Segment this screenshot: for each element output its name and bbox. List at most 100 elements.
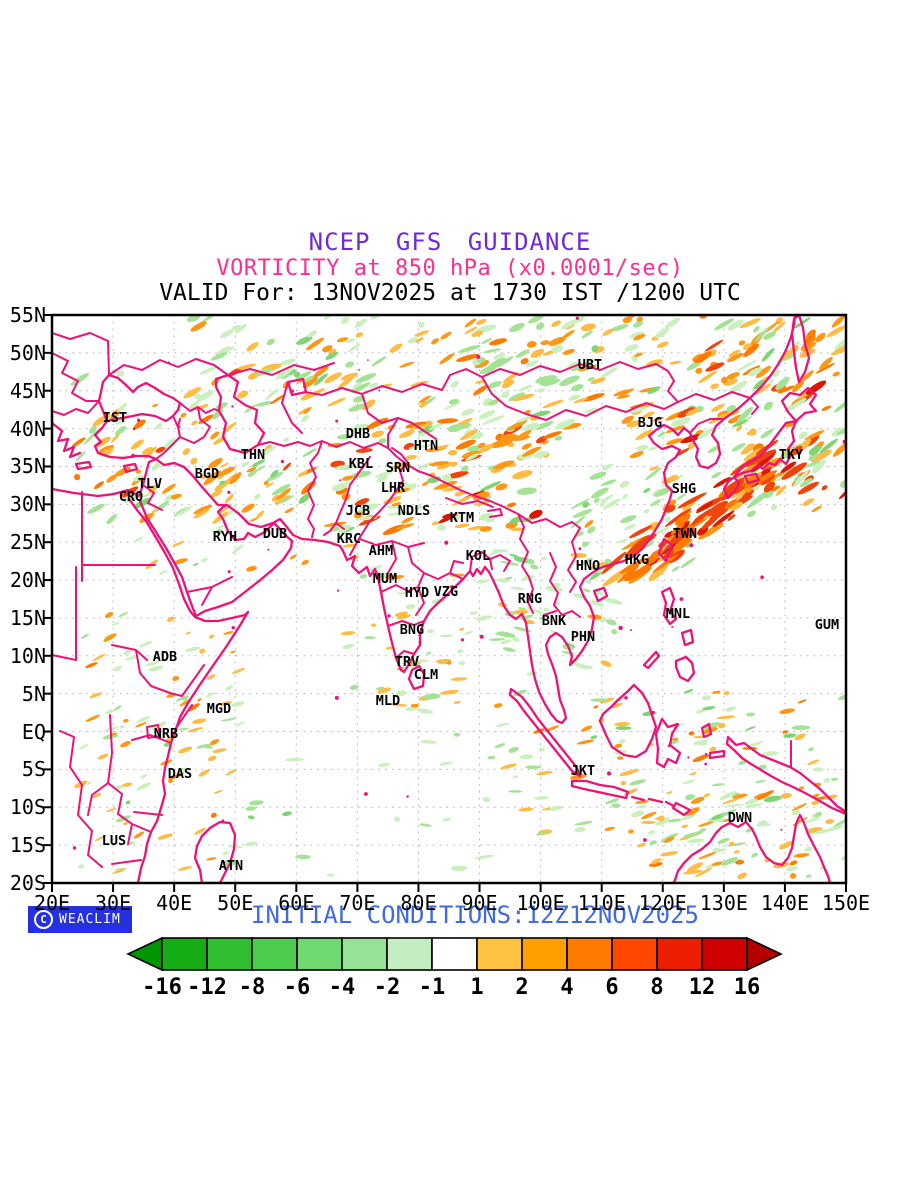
colorbar-right-arrow	[746, 936, 783, 972]
lon-tick-label: 100E	[516, 891, 565, 915]
borders-europe-png	[52, 332, 792, 768]
station-label-mum: MUM	[373, 571, 397, 587]
station-label-trv: TRV	[395, 654, 419, 670]
station-label-krc: KRC	[337, 531, 361, 547]
island-madagascar	[193, 820, 237, 883]
station-label-srn: SRN	[386, 460, 410, 476]
islands-philippines	[642, 586, 696, 683]
lat-tick-label: 20N	[9, 568, 46, 593]
station-label-kol: KOL	[466, 548, 490, 564]
station-label-jkt: JKT	[571, 763, 595, 779]
island-new-guinea	[725, 735, 846, 816]
lat-tick-label: 35N	[9, 454, 46, 479]
lat-tick-label: 5S	[21, 757, 46, 782]
lat-tick-label: 25N	[9, 530, 46, 555]
colorbar-tick-label: -16	[142, 975, 182, 1000]
station-label-bjg: BJG	[638, 415, 662, 431]
colorbar-tick-label: 4	[560, 975, 573, 1000]
colorbar-segment	[341, 937, 388, 971]
station-label-ahm: AHM	[369, 543, 393, 559]
colorbar-segment	[296, 937, 343, 971]
lon-tick-label: 20E	[33, 891, 71, 915]
lon-tick-label: 30E	[95, 891, 132, 915]
island-hainan	[592, 586, 609, 603]
colorbar-tick-label: 16	[734, 975, 761, 1000]
borders-south-asia-indochina	[349, 447, 581, 659]
island-taiwan	[657, 537, 674, 563]
islands-java-lesser-sunda	[570, 779, 692, 817]
station-label-tky: TKY	[779, 447, 804, 463]
station-label-bnk: BNK	[542, 613, 567, 629]
island-hokkaido	[780, 386, 818, 423]
coastline-se-asia-china-korea	[491, 315, 797, 725]
colorbar-tick-label: -2	[374, 975, 401, 1000]
station-label-mgd: MGD	[207, 701, 231, 717]
station-label-hyd: HYD	[405, 585, 429, 601]
station-label-vzg: VZG	[434, 584, 458, 600]
station-label-kbl: KBL	[349, 456, 373, 472]
colorbar-segment	[656, 937, 703, 971]
islands-moluccas	[700, 722, 726, 760]
station-label-clm: CLM	[414, 667, 438, 683]
coastline-india	[341, 549, 495, 674]
station-label-twn: TWN	[673, 526, 697, 542]
lon-tick-label: 140E	[760, 891, 809, 915]
station-label-gum: GUM	[815, 617, 839, 633]
station-label-dub: DUB	[263, 526, 287, 542]
station-label-ktm: KTM	[450, 510, 474, 526]
lon-tick-label: 130E	[699, 891, 748, 915]
colorbar-segment	[521, 937, 568, 971]
axis-ticks	[43, 313, 848, 892]
lat-tick-label: EQ	[21, 719, 46, 744]
station-label-atn: ATN	[219, 858, 243, 874]
lon-tick-label: 60E	[278, 891, 315, 915]
station-label-ubt: UBT	[578, 357, 602, 373]
island-sumatra	[508, 687, 582, 778]
lon-tick-label: 90E	[461, 891, 498, 915]
station-label-lus: LUS	[102, 833, 126, 849]
station-label-jcb: JCB	[346, 503, 370, 519]
colorbar-tick-label: -4	[329, 975, 356, 1000]
island-borneo	[598, 683, 658, 759]
colorbar-segment	[566, 937, 613, 971]
station-label-cro: CRO	[119, 489, 143, 505]
colorbar-tick-label: 12	[689, 975, 716, 1000]
weaclim-logo: C WEACLIM	[28, 906, 132, 933]
islands-crete-cyprus	[74, 460, 139, 474]
station-label-dhb: DHB	[346, 426, 370, 442]
colorbar-segment	[701, 937, 748, 971]
station-label-das: DAS	[168, 766, 192, 782]
coastline-iran-makran	[225, 503, 345, 553]
borders-middle-east	[142, 402, 233, 606]
lat-tick-label: 30N	[9, 492, 46, 517]
station-label-htn: HTN	[414, 438, 438, 454]
lat-tick-label: 40N	[9, 416, 46, 441]
lat-tick-label: 10N	[9, 643, 46, 668]
coastline-greece	[52, 421, 82, 459]
station-label-ryh: RYH	[213, 529, 237, 545]
logo-text: WEACLIM	[59, 912, 121, 927]
station-label-lhr: LHR	[381, 480, 406, 496]
lon-tick-label: 110E	[577, 891, 626, 915]
borders-central-asia	[227, 362, 483, 538]
station-label-bgd: BGD	[195, 466, 219, 482]
coastline-arabia	[138, 457, 294, 618]
coastline-caspian-sea	[214, 373, 266, 455]
island-sulawesi	[654, 717, 682, 769]
chart-title: NCEP GFS GUIDANCE	[308, 228, 592, 256]
lat-tick-label: 50N	[9, 340, 46, 365]
colorbar-segment	[476, 937, 523, 971]
station-label-thn: THN	[241, 447, 265, 463]
colorbar-segment	[431, 937, 478, 971]
coastline-mediterranean-anatolia	[52, 419, 158, 498]
country-borders	[52, 332, 792, 868]
station-label-nrb: NRB	[154, 726, 178, 742]
colorbar-tick-label: 6	[605, 975, 618, 1000]
colorbar-segment	[611, 937, 658, 971]
map-frame	[50, 313, 848, 885]
station-label-hno: HNO	[576, 558, 600, 574]
station-label-mnl: MNL	[666, 606, 690, 622]
colorbar-segment	[206, 937, 253, 971]
